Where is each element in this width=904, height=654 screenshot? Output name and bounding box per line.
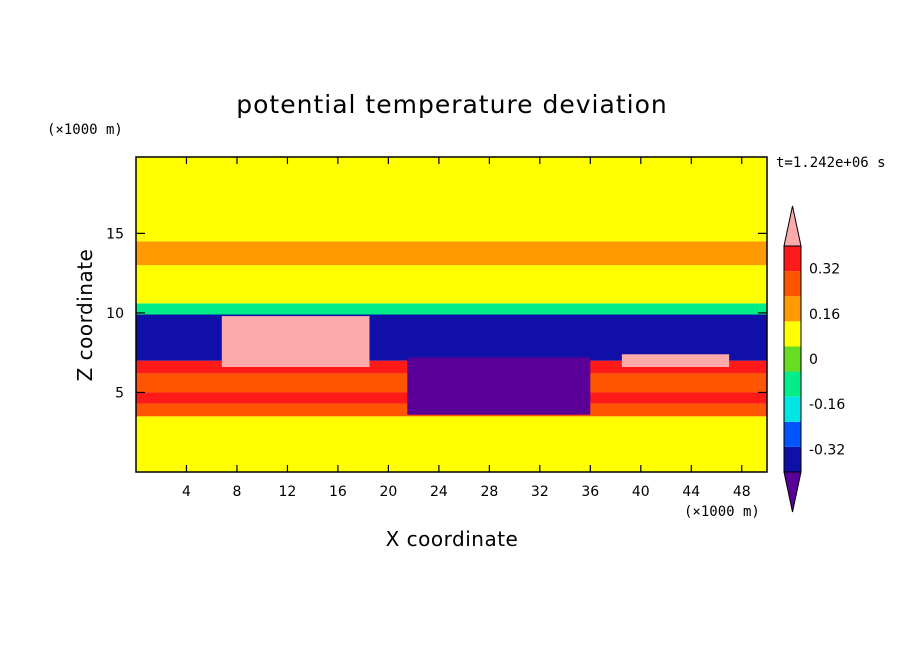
y-axis-label: Z coordinate: [73, 249, 97, 382]
y-axis-ticks: 5 10 15: [106, 226, 767, 401]
x-tick-label: 48: [733, 484, 751, 500]
y-tick-label: 10: [106, 306, 124, 322]
colorbar-segment: [784, 296, 801, 322]
x-tick-label: 40: [632, 484, 650, 500]
heatmap-region-9: [136, 157, 767, 242]
colorbar-segment: [784, 271, 801, 297]
y-tick-label: 5: [115, 385, 124, 401]
colorbar-tick-label: -0.16: [809, 397, 845, 413]
y-axis-units: (×1000 m): [47, 122, 123, 138]
colorbar-tick-label: 0: [809, 352, 818, 368]
x-tick-label: 32: [531, 484, 549, 500]
heatmap-region-8: [136, 241, 767, 266]
colorbar-frame: [783, 245, 802, 473]
heatmap-field: [136, 157, 767, 472]
y-tick-label: 15: [106, 226, 124, 242]
colorbar-segment: [784, 321, 801, 347]
colorbar-tick-label: -0.32: [809, 442, 845, 458]
heatmap-region-11: [221, 316, 370, 367]
colorbar-segment: [784, 246, 801, 272]
colorbar-segment: [784, 371, 801, 397]
x-tick-label: 44: [682, 484, 700, 500]
colorbar-tick-label: 0.32: [809, 262, 840, 278]
colorbar-segment: [784, 346, 801, 372]
chart-title: potential temperature deviation: [236, 90, 667, 119]
heatmap-region-6: [136, 303, 767, 315]
x-axis-label: X coordinate: [386, 527, 519, 551]
x-tick-label: 24: [430, 484, 448, 500]
x-tick-label: 20: [379, 484, 397, 500]
plot-frame: [135, 156, 768, 473]
colorbar-extend-max: [783, 205, 802, 247]
x-tick-label: 12: [279, 484, 297, 500]
x-axis-units: (×1000 m): [684, 504, 760, 520]
x-tick-label: 16: [329, 484, 347, 500]
heatmap-region-0: [136, 416, 767, 472]
x-axis-ticks: 4 8 12 16 20 24 28 32 36 40 44 48: [182, 157, 751, 500]
colorbar-tick-label: 0.16: [809, 307, 840, 323]
time-label: t=1.242e+06 s: [776, 155, 886, 171]
colorbar-segment: [784, 421, 801, 447]
x-tick-label: 4: [182, 484, 191, 500]
colorbar: -0.32 -0.16 0 0.16 0.32: [783, 205, 845, 513]
colorbar-segment: [784, 446, 801, 472]
heatmap-region-7: [136, 265, 767, 304]
x-tick-label: 36: [581, 484, 599, 500]
heatmap-region-12: [621, 354, 730, 367]
x-tick-label: 8: [232, 484, 241, 500]
colorbar-extend-min: [783, 471, 802, 513]
colorbar-segment: [784, 396, 801, 422]
heatmap-region-10: [407, 357, 591, 415]
x-tick-label: 28: [480, 484, 498, 500]
